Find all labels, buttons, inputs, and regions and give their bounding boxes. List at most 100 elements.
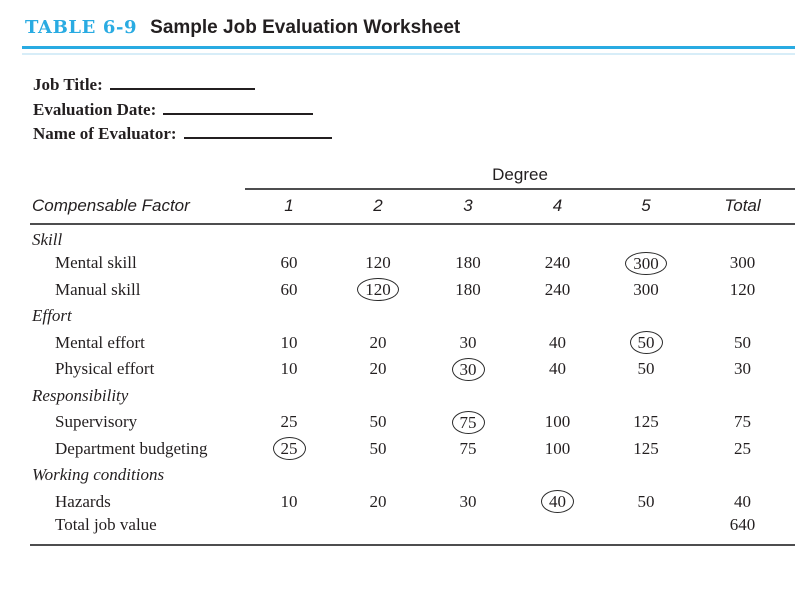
factor-label: Supervisory bbox=[55, 412, 138, 432]
degree-value-cell: 60 bbox=[280, 253, 298, 273]
selected-degree-cell: 300 bbox=[602, 250, 690, 277]
selected-degree-cell: 50 bbox=[602, 330, 690, 357]
degree-value-cell: 100 bbox=[544, 438, 571, 458]
column-header-total: Total bbox=[690, 188, 796, 225]
evaluation-date-label: Evaluation Date: bbox=[33, 99, 157, 119]
table-number-label: TABLE 6-9 bbox=[25, 17, 138, 38]
factor-row: Mental effort 10 20 30 40 50 50 bbox=[30, 330, 795, 357]
row-total-cell: 120 bbox=[729, 279, 756, 299]
circled-value: 40 bbox=[541, 490, 574, 514]
form-area: Job Title: Evaluation Date: Name of Eval… bbox=[33, 75, 800, 149]
degree-value-cell: 20 bbox=[369, 332, 387, 352]
circled-value: 50 bbox=[629, 331, 663, 355]
degree-value-cell: 30 bbox=[459, 491, 477, 511]
factor-label: Manual skill bbox=[55, 279, 141, 299]
degree-value-cell: 40 bbox=[549, 332, 566, 352]
section-label: Effort bbox=[32, 306, 72, 326]
job-title-blank bbox=[109, 75, 255, 90]
empty-cell bbox=[513, 515, 602, 546]
page-title: Sample Job Evaluation Worksheet bbox=[150, 17, 461, 38]
degree-spanner-row: Degree bbox=[30, 161, 796, 190]
degree-value-cell: 10 bbox=[280, 491, 298, 511]
section-label: Working conditions bbox=[32, 465, 165, 485]
evaluator-name-blank bbox=[183, 124, 332, 139]
factor-label: Mental skill bbox=[55, 253, 137, 273]
factor-row: Department budgeting 25 50 75 100 125 25 bbox=[30, 436, 795, 463]
job-evaluation-table: Degree Compensable Factor 1 2 3 4 5 Tota… bbox=[30, 161, 796, 546]
title-accent-rule bbox=[22, 46, 795, 49]
row-total-cell: 40 bbox=[734, 491, 752, 511]
degree-value-cell: 50 bbox=[369, 438, 387, 458]
degree-value-cell: 60 bbox=[280, 279, 298, 299]
degree-value-cell: 50 bbox=[637, 491, 655, 511]
selected-degree-cell: 25 bbox=[245, 436, 333, 463]
row-total-cell: 30 bbox=[734, 359, 752, 379]
row-total-cell: 75 bbox=[734, 412, 752, 432]
degree-value-cell: 50 bbox=[369, 412, 387, 432]
selected-degree-cell: 40 bbox=[513, 489, 602, 516]
factor-row: Mental skill 60 120 180 240 300 300 bbox=[30, 250, 795, 277]
column-header-degree-1: 1 bbox=[245, 188, 333, 225]
factor-row: Hazards 10 20 30 40 50 40 bbox=[30, 489, 795, 516]
degree-value-cell: 240 bbox=[544, 279, 571, 299]
selected-degree-cell: 75 bbox=[423, 409, 513, 436]
degree-value-cell: 25 bbox=[280, 412, 298, 432]
column-header-degree-3: 3 bbox=[423, 188, 513, 225]
degree-value-cell: 20 bbox=[369, 359, 387, 379]
selected-degree-cell: 30 bbox=[423, 356, 513, 383]
degree-value-cell: 10 bbox=[280, 359, 298, 379]
degree-value-cell: 50 bbox=[637, 359, 655, 379]
section-header-row: Responsibility bbox=[30, 383, 795, 410]
empty-cell bbox=[245, 515, 333, 546]
total-job-value-label: Total job value bbox=[30, 515, 245, 546]
selected-degree-cell: 120 bbox=[333, 277, 423, 304]
factor-label: Hazards bbox=[55, 491, 111, 511]
column-header-row: Compensable Factor 1 2 3 4 5 Total bbox=[30, 188, 796, 225]
factor-label: Mental effort bbox=[55, 332, 145, 352]
job-title-label: Job Title: bbox=[33, 75, 103, 94]
title-bar: TABLE 6-9 Sample Job Evaluation Workshee… bbox=[0, 0, 800, 39]
factor-label: Physical effort bbox=[55, 359, 155, 379]
column-header-degree-4: 4 bbox=[513, 188, 602, 225]
evaluation-date-row: Evaluation Date: bbox=[33, 100, 800, 125]
degree-value-cell: 75 bbox=[459, 438, 477, 458]
circled-value: 300 bbox=[625, 251, 667, 275]
degree-value-cell: 20 bbox=[369, 491, 387, 511]
degree-value-cell: 40 bbox=[549, 359, 566, 379]
degree-value-cell: 10 bbox=[280, 332, 298, 352]
evaluator-name-row: Name of Evaluator: bbox=[33, 124, 800, 149]
title-faint-rule bbox=[22, 53, 795, 55]
section-label: Skill bbox=[32, 229, 63, 249]
factor-label: Department budgeting bbox=[55, 438, 208, 458]
degree-value-cell: 180 bbox=[455, 279, 481, 299]
section-header-row: Effort bbox=[30, 303, 795, 330]
column-header-degree-2: 2 bbox=[333, 188, 423, 225]
job-title-row: Job Title: bbox=[33, 75, 800, 100]
circled-value: 25 bbox=[272, 437, 306, 461]
degree-value-cell: 100 bbox=[544, 412, 571, 432]
row-total-cell: 300 bbox=[729, 253, 756, 273]
circled-value: 30 bbox=[451, 357, 485, 381]
factor-row: Physical effort 10 20 30 40 50 30 bbox=[30, 356, 795, 383]
section-label: Responsibility bbox=[32, 385, 129, 405]
grand-total-cell: 640 bbox=[690, 515, 796, 546]
degree-value-cell: 180 bbox=[455, 253, 481, 273]
empty-cell bbox=[333, 515, 423, 546]
column-header-degree-5: 5 bbox=[602, 188, 690, 225]
worksheet-table-body: Skill Mental skill 60 120 180 240 300 300 Manual… bbox=[30, 224, 796, 546]
column-header-factor: Compensable Factor bbox=[30, 188, 245, 225]
factor-row: Manual skill 60 120 180 240 300 120 bbox=[30, 277, 795, 304]
degree-value-cell: 125 bbox=[633, 412, 659, 432]
section-header-row: Working conditions bbox=[30, 462, 795, 489]
empty-cell bbox=[602, 515, 690, 546]
circled-value: 75 bbox=[451, 410, 485, 434]
circled-value: 120 bbox=[357, 278, 399, 302]
degree-value-cell: 120 bbox=[365, 253, 391, 273]
row-total-cell: 25 bbox=[734, 438, 752, 458]
factor-row: Supervisory 25 50 75 100 125 75 bbox=[30, 409, 795, 436]
degree-value-cell: 240 bbox=[544, 253, 571, 273]
total-job-value-row: Total job value 640 bbox=[30, 515, 796, 546]
section-header-row: Skill bbox=[30, 224, 795, 251]
degree-spanner-label: Degree bbox=[245, 161, 796, 190]
